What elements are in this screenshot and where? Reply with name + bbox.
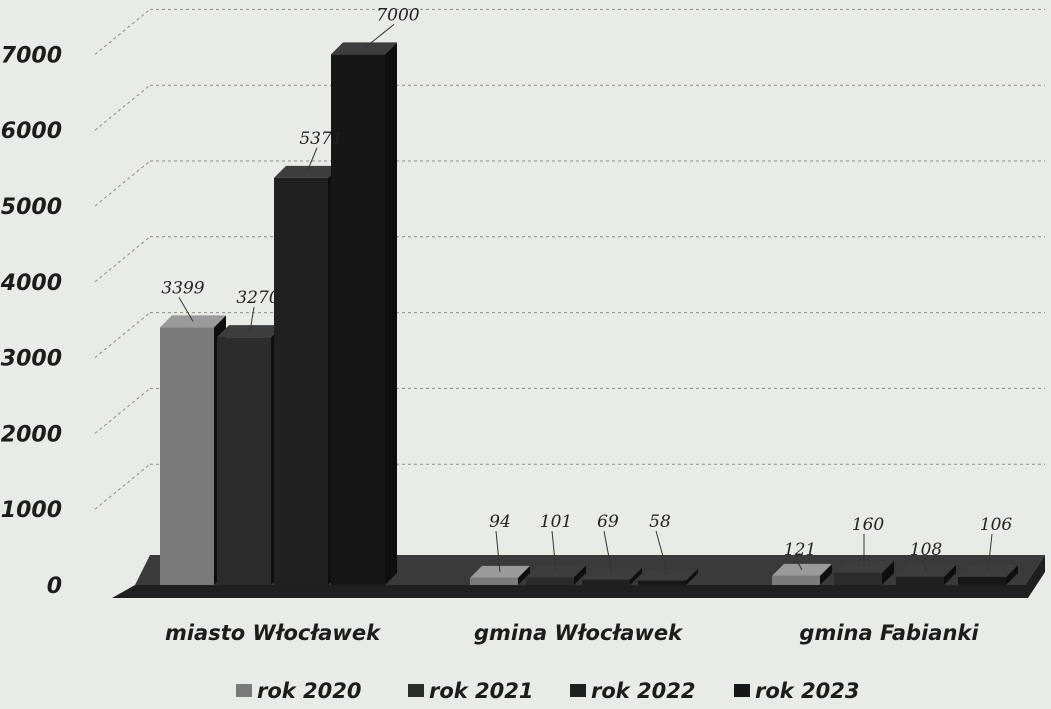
data-label: 160 (852, 515, 885, 535)
bar-front (160, 327, 214, 585)
gridline-connector (94, 388, 151, 434)
data-label: 69 (597, 512, 619, 532)
label-leader-line (363, 24, 395, 49)
gridline-connector (94, 312, 151, 358)
bar-front (834, 572, 882, 585)
gridline-connector (94, 236, 151, 283)
y-axis-ticks: 0 1000 2000 3000 4000 5000 6000 7000 (0, 43, 62, 599)
bar-side (882, 560, 894, 585)
bar-side (630, 567, 642, 585)
data-label: 5371 (299, 129, 342, 149)
y-tick-label: 6000 (1, 119, 62, 144)
label-leader-line (921, 558, 927, 571)
data-label: 101 (540, 512, 572, 532)
legend-item-rok-2021: rok 2021 (408, 679, 534, 703)
x-axis-categories: miasto Włocławek gmina Włocławek gmina Fab… (165, 621, 979, 645)
x-category-label: gmina Fabianki (799, 621, 979, 645)
bar-side (686, 568, 698, 585)
bar-front (274, 177, 328, 585)
data-labels: 3399 3270 5371 7000 94 101 69 58 121 160 108 106 (161, 5, 1013, 575)
data-label: 3399 (161, 278, 204, 298)
label-leader-line (306, 147, 318, 173)
data-label: 7000 (376, 5, 419, 25)
legend-item-rok-2020: rok 2020 (236, 679, 362, 703)
bar-side (820, 563, 832, 585)
label-leader-line (603, 530, 613, 574)
label-leader-line (249, 307, 255, 332)
data-label: 121 (784, 540, 816, 560)
y-tick-label: 3000 (1, 347, 62, 372)
bar-front (526, 577, 574, 585)
bar-front (958, 576, 1006, 585)
legend-item-rok-2023: rok 2023 (734, 679, 860, 703)
gridline-connector (94, 84, 151, 131)
bar-miasto-wloclawek-rok-2021 (217, 325, 283, 585)
data-label: 94 (489, 512, 511, 532)
data-label: 106 (980, 515, 1013, 535)
bar-front (638, 580, 686, 585)
x-category-label: miasto Włocławek (165, 621, 382, 645)
bar-front (582, 579, 630, 585)
bars (160, 42, 1018, 585)
y-tick-label: 2000 (1, 422, 62, 447)
gridline-connector (94, 9, 151, 55)
bar-front (896, 576, 944, 585)
legend-label: rok 2021 (429, 679, 534, 703)
gridlines (94, 8, 1045, 510)
y-tick-label: 7000 (1, 43, 62, 68)
bar-front (217, 337, 271, 585)
y-tick-label: 0 (47, 574, 62, 599)
gridline-connector (94, 463, 151, 510)
data-label: 58 (649, 512, 671, 532)
label-leader-line (551, 530, 557, 572)
bar-gmina-fabianki-rok-2022 (896, 564, 956, 585)
floor-front (112, 555, 1045, 598)
y-tick-label: 4000 (0, 271, 62, 296)
legend-label: rok 2022 (591, 679, 696, 703)
label-leader-line (795, 558, 803, 571)
legend-item-rok-2022: rok 2022 (570, 679, 696, 703)
label-leader-line (178, 297, 194, 322)
bar-front (331, 54, 385, 585)
gridline-connector (94, 160, 151, 207)
bar-miasto-wloclawek-rok-2022 (274, 165, 340, 585)
legend-swatch (734, 684, 750, 697)
bar-side (944, 564, 956, 585)
legend-swatch (408, 684, 424, 697)
legend-swatch (570, 684, 586, 697)
bar-front (772, 575, 820, 585)
y-tick-label: 1000 (1, 498, 62, 523)
bar-front (470, 577, 518, 585)
legend: rok 2020 rok 2021 rok 2022 rok 2023 (236, 679, 860, 703)
bar-miasto-wloclawek-rok-2020 (160, 315, 226, 585)
legend-label: rok 2020 (257, 679, 362, 703)
data-label: 3270 (236, 288, 279, 308)
bar-miasto-wloclawek-rok-2023 (331, 42, 397, 585)
bar-side (518, 565, 530, 585)
bar-gmina-fabianki-rok-2021 (834, 560, 894, 585)
bar-gmina-fabianki-rok-2020 (772, 563, 832, 585)
label-leader-line (495, 530, 501, 572)
bar-side (574, 565, 586, 585)
y-tick-label: 5000 (1, 195, 62, 220)
bar-side (385, 42, 397, 585)
legend-label: rok 2023 (755, 679, 860, 703)
bar-side (1006, 564, 1018, 585)
label-leader-line (987, 533, 993, 572)
legend-swatch (236, 684, 252, 697)
data-label: 108 (910, 540, 943, 560)
label-leader-line (655, 530, 669, 575)
x-category-label: gmina Włocławek (474, 621, 684, 645)
